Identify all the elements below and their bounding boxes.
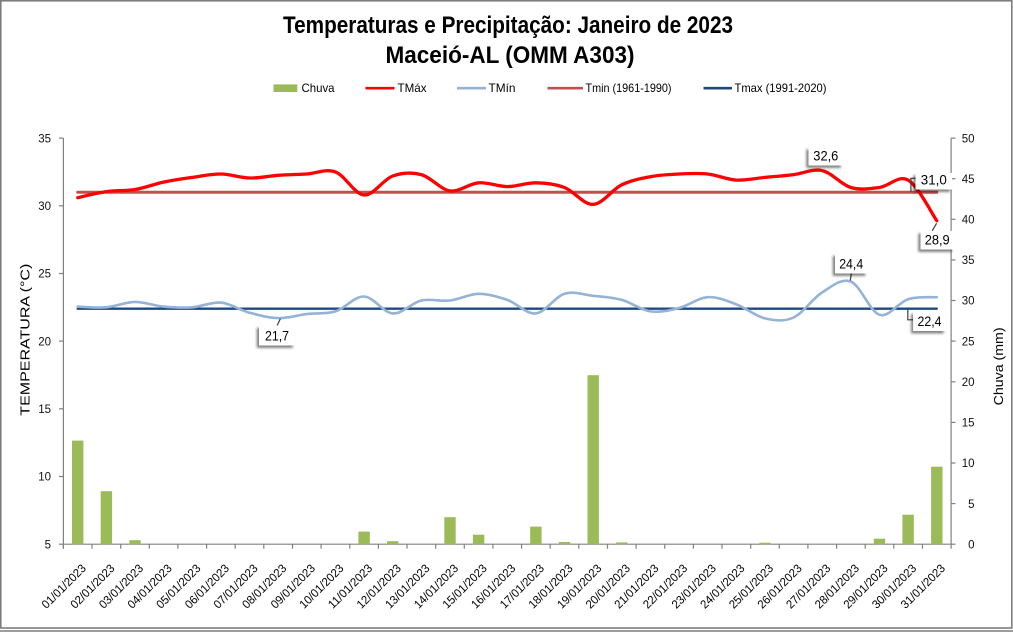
svg-text:TMáx: TMáx bbox=[398, 81, 427, 95]
svg-text:10: 10 bbox=[38, 472, 51, 484]
svg-text:30: 30 bbox=[962, 296, 975, 308]
svg-text:35: 35 bbox=[38, 133, 51, 145]
svg-text:TMín: TMín bbox=[489, 81, 516, 95]
svg-text:5: 5 bbox=[968, 499, 974, 511]
svg-text:0: 0 bbox=[968, 539, 974, 551]
svg-text:Chuva: Chuva bbox=[302, 81, 335, 95]
svg-text:15: 15 bbox=[38, 404, 51, 416]
svg-text:24,4: 24,4 bbox=[839, 255, 863, 271]
svg-text:21,7: 21,7 bbox=[265, 327, 289, 343]
svg-text:TEMPERATURA (°C): TEMPERATURA (°C) bbox=[18, 264, 33, 416]
svg-text:Chuva (mm): Chuva (mm) bbox=[991, 327, 1006, 405]
svg-text:20: 20 bbox=[962, 377, 975, 389]
svg-text:5: 5 bbox=[45, 539, 51, 551]
svg-text:25: 25 bbox=[38, 269, 51, 281]
svg-text:40: 40 bbox=[962, 215, 975, 227]
svg-text:25: 25 bbox=[962, 336, 975, 348]
svg-text:32,6: 32,6 bbox=[813, 147, 838, 163]
svg-text:28,9: 28,9 bbox=[925, 231, 950, 247]
svg-text:10: 10 bbox=[962, 458, 975, 470]
svg-text:50: 50 bbox=[962, 133, 975, 145]
svg-text:Tmax (1991-2020): Tmax (1991-2020) bbox=[735, 81, 827, 95]
svg-text:31,0: 31,0 bbox=[921, 171, 947, 187]
svg-text:20: 20 bbox=[38, 336, 51, 348]
svg-text:30: 30 bbox=[38, 201, 51, 213]
svg-text:Maceió-AL (OMM A303): Maceió-AL (OMM A303) bbox=[386, 42, 635, 69]
svg-text:Tmin (1961-1990): Tmin (1961-1990) bbox=[586, 81, 672, 95]
svg-text:22,4: 22,4 bbox=[918, 313, 942, 329]
svg-text:35: 35 bbox=[962, 255, 975, 267]
svg-text:45: 45 bbox=[962, 174, 975, 186]
svg-text:15: 15 bbox=[962, 418, 975, 430]
svg-text:Temperaturas e Precipitação: J: Temperaturas e Precipitação: Janeiro de … bbox=[283, 12, 733, 39]
